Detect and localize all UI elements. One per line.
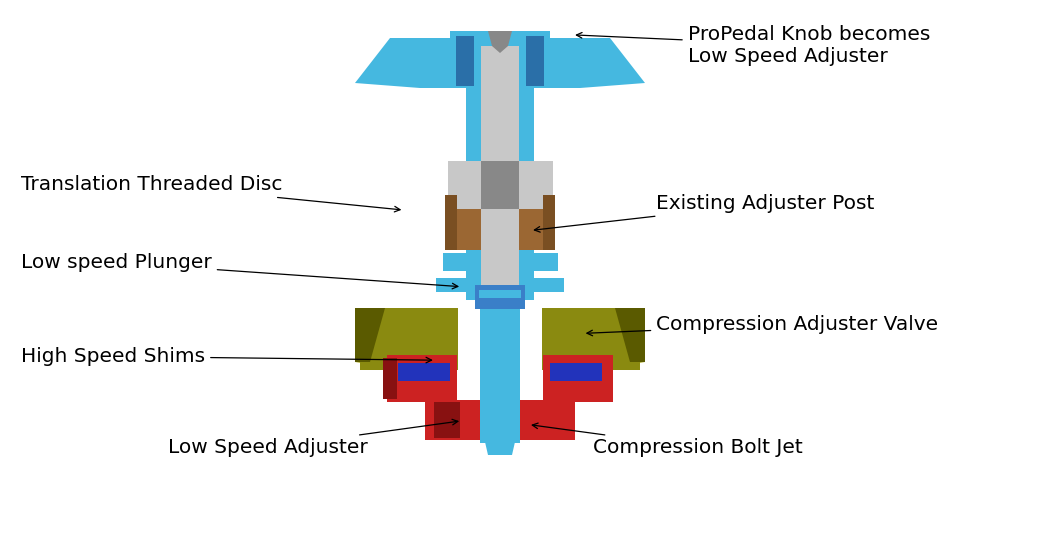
Bar bbox=[543, 355, 613, 402]
Bar bbox=[480, 308, 520, 420]
Text: Translation Threaded Disc: Translation Threaded Disc bbox=[21, 175, 400, 212]
Text: Existing Adjuster Post: Existing Adjuster Post bbox=[534, 194, 875, 232]
Polygon shape bbox=[355, 31, 645, 88]
Text: ProPedal Knob becomes
Low Speed Adjuster: ProPedal Knob becomes Low Speed Adjuster bbox=[576, 25, 930, 66]
Text: High Speed Shims: High Speed Shims bbox=[21, 347, 432, 366]
Bar bbox=[542, 308, 640, 370]
Text: Compression Bolt Jet: Compression Bolt Jet bbox=[532, 423, 803, 457]
Bar bbox=[434, 402, 460, 438]
Bar bbox=[475, 285, 525, 309]
Bar bbox=[479, 290, 521, 298]
Polygon shape bbox=[488, 31, 512, 53]
Bar bbox=[447, 161, 552, 209]
Polygon shape bbox=[542, 308, 645, 370]
Bar bbox=[383, 358, 397, 399]
Bar bbox=[550, 363, 602, 381]
Bar bbox=[456, 36, 474, 86]
Bar bbox=[445, 195, 457, 249]
Bar bbox=[425, 400, 575, 440]
Bar bbox=[360, 308, 458, 370]
Bar bbox=[466, 250, 534, 300]
Bar bbox=[543, 195, 555, 249]
Bar bbox=[452, 195, 511, 249]
Bar bbox=[481, 161, 519, 209]
Bar bbox=[481, 46, 519, 295]
Bar bbox=[398, 363, 450, 381]
Bar bbox=[480, 353, 520, 443]
Bar bbox=[489, 195, 549, 249]
Bar bbox=[526, 36, 544, 86]
Text: Compression Adjuster Valve: Compression Adjuster Valve bbox=[587, 315, 939, 336]
Polygon shape bbox=[355, 308, 385, 362]
Text: Low Speed Adjuster: Low Speed Adjuster bbox=[168, 419, 458, 457]
Polygon shape bbox=[355, 308, 458, 370]
Text: Low speed Plunger: Low speed Plunger bbox=[21, 253, 458, 289]
Bar bbox=[466, 88, 534, 230]
Polygon shape bbox=[480, 420, 520, 455]
Bar bbox=[387, 355, 457, 402]
Bar bbox=[442, 253, 558, 271]
Polygon shape bbox=[615, 308, 645, 362]
Bar bbox=[436, 278, 564, 292]
